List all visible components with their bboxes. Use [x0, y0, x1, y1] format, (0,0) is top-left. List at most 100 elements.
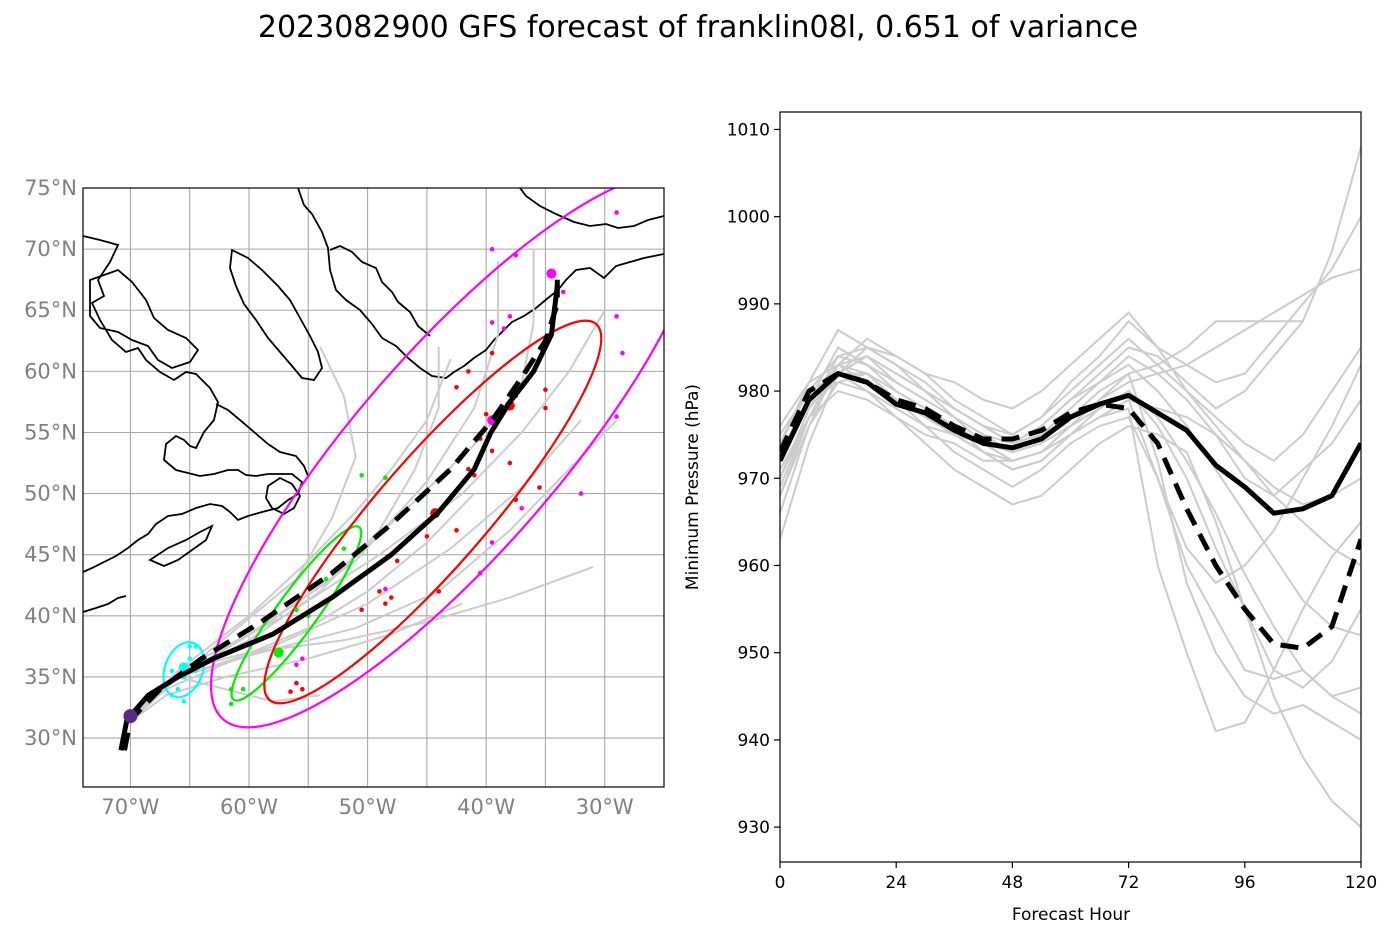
lon-tick-label: 30°W [576, 795, 634, 819]
y-tick-label: 940 [738, 731, 770, 751]
position-point-h72 [294, 680, 299, 686]
lat-tick-label: 75°N [24, 176, 77, 200]
position-point-h96 [620, 350, 625, 356]
position-point-h72 [377, 589, 382, 594]
pressure-ensemble-line [780, 389, 1361, 828]
uncertainty-ellipses [162, 188, 664, 729]
x-tick-label: 0 [775, 873, 786, 893]
lat-tick-label: 60°N [24, 359, 77, 383]
labrador-coast [215, 403, 309, 477]
position-point-h72 [507, 460, 513, 466]
greenland-coast [297, 188, 664, 379]
position-point-h72 [483, 411, 489, 417]
position-point-h48 [240, 686, 246, 692]
position-point-h72 [466, 369, 471, 374]
lat-tick-label: 50°N [24, 482, 77, 506]
position-point-h72 [394, 558, 400, 564]
x-tick-label: 96 [1234, 873, 1256, 893]
position-point-h72 [489, 350, 495, 356]
position-point-h96 [614, 414, 619, 419]
pressure-frame [779, 111, 1362, 863]
position-point-h72 [513, 497, 519, 503]
position-point-h96 [294, 662, 299, 668]
greenland-west-fjords [329, 245, 431, 337]
y-axis-label: Minimum Pressure (hPa) [683, 384, 703, 590]
map-gridlines [83, 188, 664, 787]
lat-tick-label: 45°N [24, 543, 77, 567]
position-point-h96 [560, 289, 566, 295]
ellipse-center-marker [546, 268, 557, 279]
position-point-h72 [454, 384, 459, 390]
x-tick-label: 72 [1118, 873, 1140, 893]
position-point-h24 [181, 699, 187, 704]
position-point-h72 [466, 466, 471, 472]
position-point-h72 [424, 534, 430, 539]
ensemble-track [123, 419, 618, 727]
y-tick-label: 970 [738, 469, 770, 489]
position-point-h24 [193, 644, 198, 649]
ellipse-center-marker [273, 647, 284, 658]
position-point-h72 [489, 448, 495, 454]
position-point-h48 [341, 546, 347, 551]
position-point-h72 [436, 589, 442, 594]
position-point-h48 [383, 475, 388, 481]
greenland-north [519, 188, 664, 229]
solid-mean-track [118, 285, 560, 751]
position-point-h72 [537, 485, 542, 490]
figure-title: 2023082900 GFS forecast of franklin08l, … [257, 10, 1139, 45]
position-point-h72 [359, 607, 364, 613]
position-point-h96 [578, 491, 584, 496]
coastline-layer [83, 188, 664, 613]
pressure-ensemble-line [780, 363, 1361, 506]
position-point-h96 [489, 320, 495, 325]
mean-tracks [118, 279, 560, 751]
start-position-marker [123, 709, 138, 724]
ellipse-hour-48 [230, 525, 363, 702]
lat-tick-label: 30°N [24, 726, 77, 750]
position-point-h24 [175, 686, 181, 692]
lat-tick-label: 55°N [24, 420, 77, 444]
y-tick-label: 990 [738, 295, 770, 315]
position-point-h96 [507, 314, 513, 319]
map-frame [82, 187, 665, 788]
us-coast [83, 595, 127, 613]
ensemble-track [123, 358, 452, 727]
pressure-ensemble-line [780, 216, 1361, 514]
y-tick-label: 960 [738, 556, 770, 576]
position-point-h24 [187, 656, 193, 661]
pressure-ensemble-line [780, 354, 1361, 497]
pressure-plot-area [780, 112, 1361, 862]
position-point-h96 [489, 540, 495, 545]
ellipse-center-marker [178, 662, 189, 673]
ellipse-hour-24 [162, 641, 206, 699]
newfoundland [265, 476, 302, 516]
y-tick-label: 980 [738, 382, 770, 402]
position-point-h72 [300, 686, 305, 692]
lat-tick-label: 70°N [24, 237, 77, 261]
pressure-ensemble-line [780, 311, 1361, 567]
position-point-h72 [543, 405, 548, 411]
position-point-h96 [513, 252, 519, 258]
x-tick-label: 120 [1345, 873, 1377, 893]
position-point-h48 [228, 686, 234, 692]
lat-tick-label: 40°N [24, 604, 77, 628]
pressure-ensemble-line [780, 364, 1361, 585]
position-point-h48 [294, 607, 299, 613]
lat-tick-label: 65°N [24, 298, 77, 322]
baffin-island [229, 248, 323, 381]
position-point-h24 [187, 644, 193, 649]
position-point-h72 [388, 595, 394, 600]
map-background [83, 188, 664, 787]
position-point-h72 [543, 387, 548, 393]
pressure-main-lines [780, 370, 1361, 651]
latitude-tick-labels: 30°N 35°N 40°N 45°N 50°N 55°N 60°N 65°N 70°N 75°N [24, 176, 77, 750]
position-point-h96 [489, 246, 495, 252]
lon-tick-label: 70°W [101, 795, 159, 819]
position-point-h96 [477, 570, 483, 576]
nova-scotia [148, 524, 214, 567]
x-axis-label: Forecast Hour [1012, 905, 1130, 925]
position-point-h72 [288, 689, 293, 694]
position-point-h24 [169, 693, 175, 698]
lon-tick-label: 60°W [220, 795, 278, 819]
ensemble-positions [169, 210, 625, 707]
